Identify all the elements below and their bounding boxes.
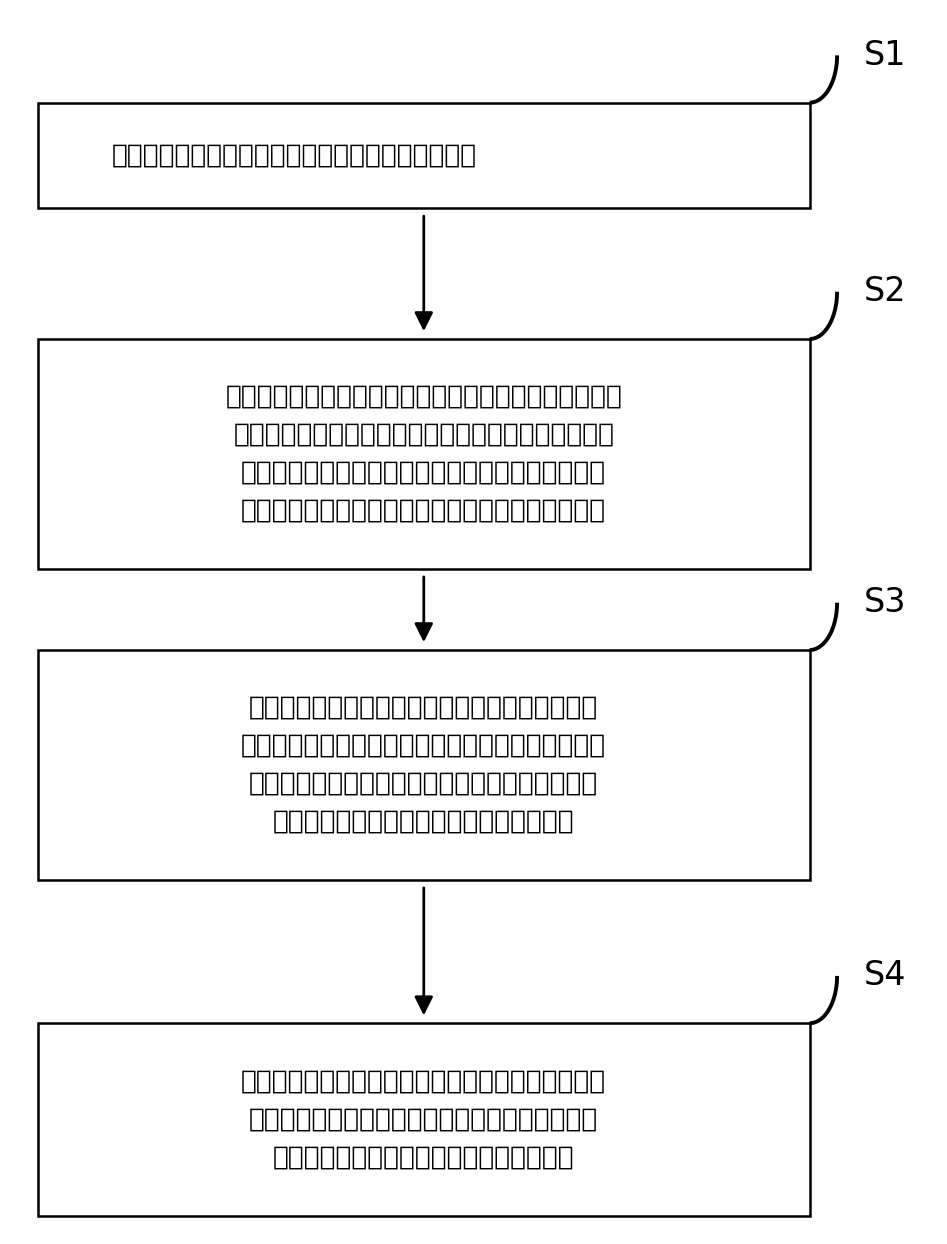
Text: 根据所述第一存量估计和所述第二存量估计以及对应
的第一存量估计误差和第二存量估计误差，计算出
人数存量综合估计及该综合估计的误差范围: 根据所述第一存量估计和所述第二存量估计以及对应 的第一存量估计误差和第二存量估计… (241, 1069, 606, 1171)
Text: S1: S1 (865, 39, 906, 72)
Bar (38, 338, 810, 570)
Text: S2: S2 (864, 275, 907, 309)
Text: 选定一目标区域，预设所述目标区域内人员存量初值: 选定一目标区域，预设所述目标区域内人员存量初值 (112, 143, 476, 168)
Bar (38, 649, 810, 881)
Text: S4: S4 (865, 959, 906, 993)
Bar (38, 102, 810, 208)
Text: 根据覆盖所述目标区域的各个存量式计数设备获取
人数的加和及设备拼缝处产生的人数重复误差计算出
该区域内人数第二存量估计，并根据所述第二存量
估计和设备误差率计算: 根据覆盖所述目标区域的各个存量式计数设备获取 人数的加和及设备拼缝处产生的人数重… (241, 695, 606, 835)
Text: S3: S3 (865, 586, 906, 620)
Text: 根据包围所述目标区域的多个通量式计数设备分别获取的
客流进入该区域和离开该区域的人数及所述目标区域内
人员存量初值计算出该区域内人数第一存量估计，并
根据客流通: 根据包围所述目标区域的多个通量式计数设备分别获取的 客流进入该区域和离开该区域的… (225, 384, 622, 524)
Bar (38, 1023, 810, 1217)
